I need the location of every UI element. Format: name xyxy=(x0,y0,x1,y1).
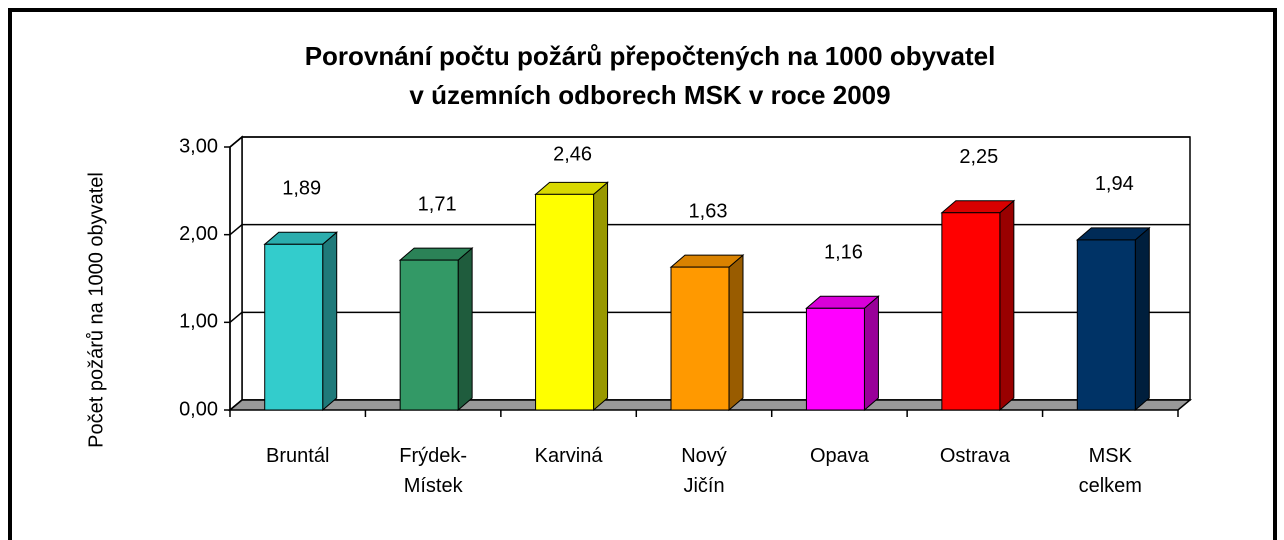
y-tick-label: 2,00 xyxy=(179,223,218,245)
value-label: 1,16 xyxy=(824,242,863,264)
value-label: 1,71 xyxy=(418,193,457,215)
x-tick-label-line: celkem xyxy=(1079,475,1142,497)
value-label: 1,89 xyxy=(282,178,321,200)
x-tick-label-line: Nový xyxy=(681,445,727,467)
x-tick-label-line: Opava xyxy=(810,445,870,467)
x-tick-label-line: Karviná xyxy=(535,445,604,467)
bar xyxy=(1075,226,1151,412)
value-label: 1,63 xyxy=(689,200,728,222)
bar xyxy=(669,254,745,412)
bar-front xyxy=(264,243,324,411)
bar xyxy=(805,295,880,412)
bar xyxy=(940,199,1016,412)
bar-front xyxy=(941,212,1001,411)
value-label: 1,94 xyxy=(1095,173,1134,195)
y-axis-title: Počet požárů na 1000 obyvatel xyxy=(85,172,107,448)
x-tick-label-line: Jičín xyxy=(683,475,724,497)
grid-line xyxy=(229,311,243,323)
bar-side xyxy=(457,247,473,412)
side-wall xyxy=(229,135,243,412)
y-tick-label: 0,00 xyxy=(179,398,218,420)
y-tick-label: 1,00 xyxy=(179,311,218,333)
bar xyxy=(263,231,339,412)
x-tick-label-line: Místek xyxy=(404,475,464,497)
bar xyxy=(534,181,609,412)
bar-side xyxy=(728,254,744,412)
x-tick-label: Opava xyxy=(810,445,870,467)
bar-front xyxy=(670,266,730,411)
bar-front xyxy=(1076,239,1136,411)
x-tick-label: Bruntál xyxy=(266,445,329,467)
x-tick-label-line: MSK xyxy=(1089,445,1133,467)
x-tick-label: Frýdek- Místek xyxy=(399,445,467,497)
bar-side xyxy=(863,295,879,412)
x-tick-label-line: Bruntál xyxy=(266,445,329,467)
grid-line xyxy=(229,224,243,236)
x-tick-label: Nový Jičín xyxy=(681,445,727,497)
chart-title: v územních odborech MSK v roce 2009 xyxy=(409,80,890,110)
x-tick-label-line: Frýdek- xyxy=(399,445,467,467)
x-tick-label: Karviná xyxy=(535,445,604,467)
x-tick-label: MSK celkem xyxy=(1079,445,1142,497)
bar-front xyxy=(399,259,459,411)
bar xyxy=(398,247,474,412)
bar-side xyxy=(593,181,609,412)
bar-front xyxy=(805,307,865,411)
chart-title: Porovnání počtu požárů přepočtených na 1… xyxy=(305,41,996,71)
bar-side xyxy=(1134,226,1150,412)
grid-line xyxy=(229,136,243,148)
value-label: 2,25 xyxy=(959,146,998,168)
y-tick-label: 3,00 xyxy=(179,135,218,157)
x-tick-label-line: Ostrava xyxy=(940,445,1011,467)
bar-front xyxy=(535,193,595,411)
value-label: 2,46 xyxy=(553,143,592,165)
x-tick-label: Ostrava xyxy=(940,445,1011,467)
bar-side xyxy=(999,199,1015,412)
bar-side xyxy=(322,231,338,412)
